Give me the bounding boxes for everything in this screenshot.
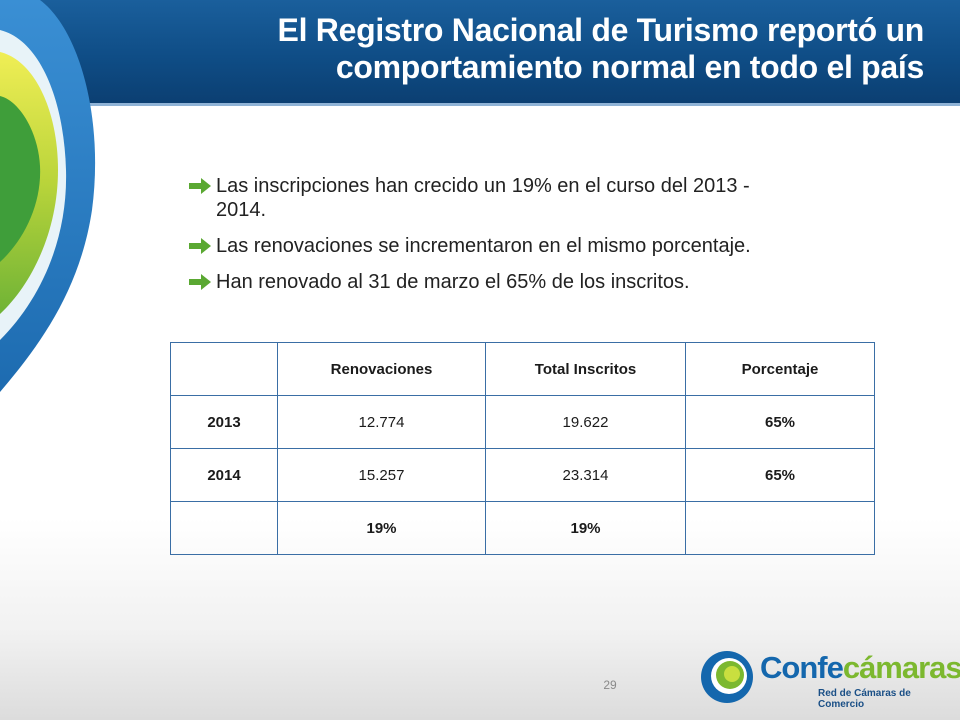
table-cell: 15.257 [277, 448, 486, 502]
table-cell: 12.774 [277, 395, 486, 449]
slide-title: El Registro Nacional de Turismo reportó … [164, 12, 925, 86]
table-cell: 19.622 [485, 395, 686, 449]
right-arrow-icon [189, 274, 211, 290]
table-header-cell: Renovaciones [277, 342, 486, 396]
table-cell [685, 501, 875, 555]
bullet-text: Han renovado al 31 de marzo el 65% de lo… [216, 271, 690, 293]
swirl-graphic [0, 0, 96, 392]
title-bar [0, 0, 960, 103]
confecamaras-logo: Confecámaras Red de Cámaras de Comercio [698, 648, 960, 710]
bullet-list: Las inscripciones han crecido un 19% en … [188, 174, 878, 306]
table-cell-year: 2013 [170, 395, 278, 449]
table-header-cell [170, 342, 278, 396]
data-table: Renovaciones Total Inscritos Porcentaje … [170, 342, 875, 555]
table-header-cell: Porcentaje [685, 342, 875, 396]
bullet-item: Las renovaciones se incrementaron en el … [188, 234, 878, 258]
logo-tagline: Red de Cámaras de Comercio [818, 688, 911, 710]
table-header-row: Renovaciones Total Inscritos Porcentaje [170, 342, 875, 396]
bullet-text: Las renovaciones se incrementaron en el … [216, 235, 751, 257]
table-cell: 19% [277, 501, 486, 555]
table-cell: 65% [685, 448, 875, 502]
table-header-cell: Total Inscritos [485, 342, 686, 396]
title-bar-underline [0, 103, 960, 106]
logo-word-confe: Confe [760, 650, 844, 685]
logo-word-camaras: cámaras [842, 650, 960, 685]
bullet-item: Han renovado al 31 de marzo el 65% de lo… [188, 270, 878, 294]
bullet-text-continued: 2014. [216, 199, 267, 221]
right-arrow-icon [189, 178, 211, 194]
table-cell: 19% [485, 501, 686, 555]
slide-title-line-1: El Registro Nacional de Turismo reportó … [277, 12, 925, 48]
table-cell: 65% [685, 395, 875, 449]
slide-title-line-2: comportamiento normal en todo el país [335, 49, 924, 85]
logo-swirl-icon [701, 651, 753, 703]
table-cell [170, 501, 278, 555]
bullet-text: Las inscripciones han crecido un 19% en … [216, 175, 750, 197]
bullet-item: Las inscripciones han crecido un 19% en … [188, 174, 878, 222]
right-arrow-icon [189, 238, 211, 254]
table-row: 2014 15.257 23.314 65% [170, 448, 875, 502]
logo-wordmark: Confecámaras [760, 651, 960, 685]
table-cell-year: 2014 [170, 448, 278, 502]
table-row: 2013 12.774 19.622 65% [170, 395, 875, 449]
page-number: 29 [603, 678, 617, 692]
table-cell: 23.314 [485, 448, 686, 502]
table-row: 19% 19% [170, 501, 875, 555]
